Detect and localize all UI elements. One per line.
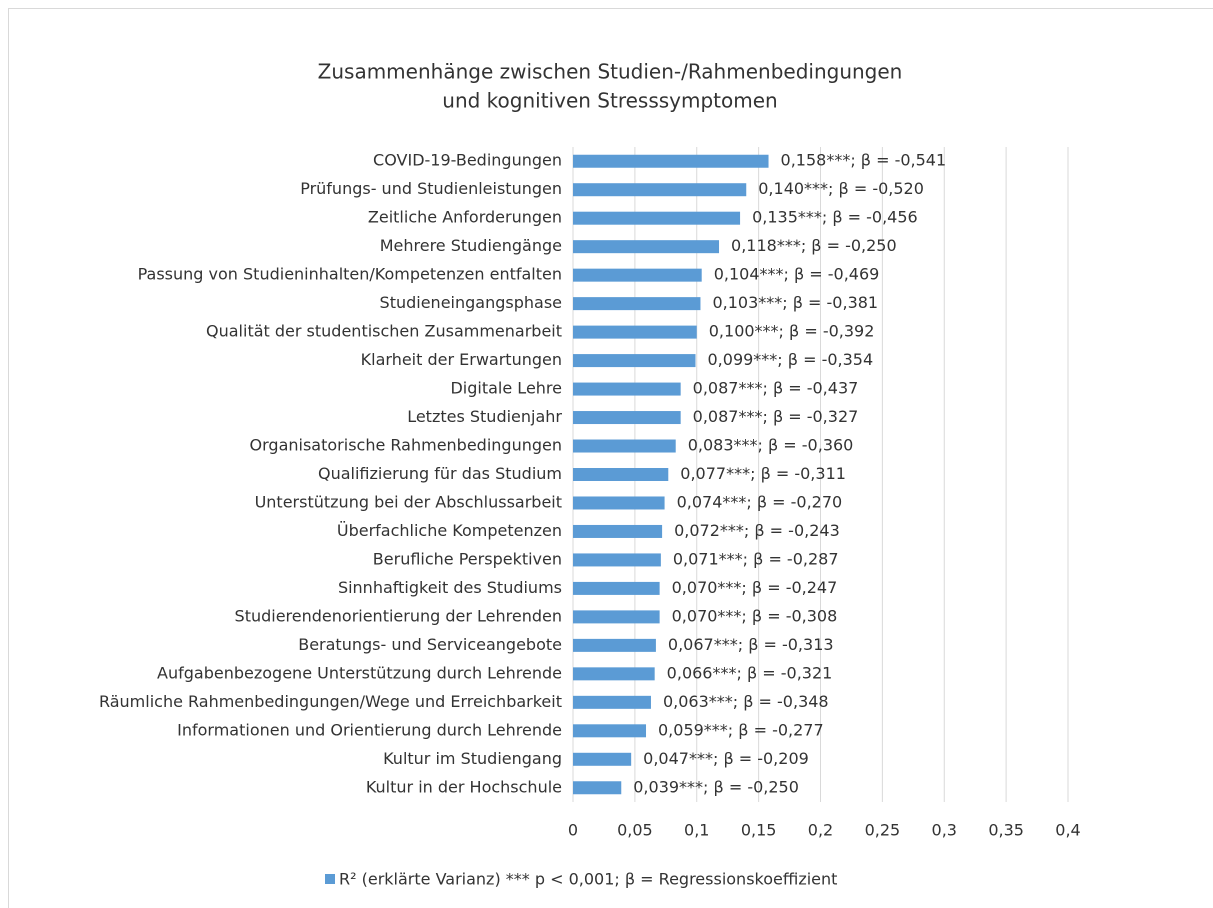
data-label: 0,099***; β = -0,354 <box>708 350 874 369</box>
y-tick-label: Sinnhaftigkeit des Studiums <box>338 578 562 597</box>
y-tick-label: Qualifizierung für das Studium <box>318 464 562 483</box>
y-tick-label: Prüfungs- und Studienleistungen <box>300 179 562 198</box>
bar <box>573 581 660 595</box>
bar <box>573 667 655 681</box>
y-tick-label: Letztes Studienjahr <box>407 407 562 426</box>
data-label: 0,063***; β = -0,348 <box>663 692 829 711</box>
data-label: 0,100***; β = -0,392 <box>709 322 875 341</box>
y-tick-label: Kultur in der Hochschule <box>366 777 562 796</box>
data-label: 0,087***; β = -0,327 <box>693 407 859 426</box>
bar <box>573 468 669 481</box>
x-tick-label: 0,4 <box>1055 821 1080 840</box>
x-tick-label: 0 <box>568 821 578 840</box>
x-tick-label: 0,15 <box>741 821 777 840</box>
bar <box>573 695 651 709</box>
data-label: 0,071***; β = -0,287 <box>673 549 839 568</box>
bar <box>573 553 661 567</box>
data-label: 0,118***; β = -0,250 <box>731 236 897 255</box>
bar <box>573 325 697 339</box>
y-tick-label: Passung von Studieninhalten/Kompetenzen … <box>138 265 562 284</box>
y-tick-label: Zeitliche Anforderungen <box>368 208 562 227</box>
y-tick-label: Überfachliche Kompetenzen <box>337 521 562 540</box>
y-tick-label: Räumliche Rahmenbedingungen/Wege und Err… <box>99 692 562 711</box>
data-label: 0,070***; β = -0,308 <box>672 606 838 625</box>
legend-label: R² (erklärte Varianz) *** p < 0,001; β =… <box>339 870 837 889</box>
bar <box>573 781 622 795</box>
bar <box>573 268 702 282</box>
bar <box>573 183 747 197</box>
data-label: 0,074***; β = -0,270 <box>677 492 843 511</box>
y-tick-label: Beratungs- und Serviceangebote <box>298 635 562 654</box>
data-label: 0,067***; β = -0,313 <box>668 635 834 654</box>
data-label: 0,135***; β = -0,456 <box>752 208 918 227</box>
chart-title: Zusammenhänge zwischen Studien-/Rahmenbe… <box>318 60 903 84</box>
data-label: 0,072***; β = -0,243 <box>674 521 840 540</box>
y-tick-label: Aufgabenbezogene Unterstützung durch Leh… <box>157 663 562 682</box>
y-tick-label: Berufliche Perspektiven <box>373 549 562 568</box>
bar <box>573 610 660 624</box>
chart-title: und kognitiven Stresssymptomen <box>442 89 777 113</box>
data-label: 0,158***; β = -0,541 <box>781 151 947 170</box>
data-label: 0,066***; β = -0,321 <box>667 663 833 682</box>
bar <box>573 411 681 425</box>
bar <box>573 524 663 538</box>
bar <box>573 638 656 652</box>
data-label: 0,104***; β = -0,469 <box>714 265 880 284</box>
y-tick-label: Digitale Lehre <box>450 379 562 398</box>
y-tick-label: Studierendenorientierung der Lehrenden <box>235 606 562 625</box>
data-label: 0,140***; β = -0,520 <box>758 179 924 198</box>
y-tick-label: COVID-19-Bedingungen <box>373 151 562 170</box>
data-label: 0,083***; β = -0,360 <box>688 436 854 455</box>
bar <box>573 382 681 396</box>
x-tick-label: 0,1 <box>684 821 709 840</box>
y-tick-label: Informationen und Orientierung durch Leh… <box>177 720 562 739</box>
bar <box>573 724 647 738</box>
y-tick-label: Qualität der studentischen Zusammenarbei… <box>206 322 562 341</box>
bar <box>573 297 701 311</box>
x-tick-label: 0,2 <box>808 821 833 840</box>
y-tick-label: Unterstützung bei der Abschlussarbeit <box>255 492 562 511</box>
y-tick-label: Studieneingangsphase <box>380 293 562 312</box>
data-label: 0,087***; β = -0,437 <box>693 379 859 398</box>
bar <box>573 154 769 168</box>
data-label: 0,047***; β = -0,209 <box>643 749 809 768</box>
bar <box>573 211 741 225</box>
x-tick-label: 0,35 <box>988 821 1024 840</box>
bar <box>573 496 665 510</box>
bar <box>573 439 676 453</box>
y-tick-label: Klarheit der Erwartungen <box>361 350 562 369</box>
y-tick-label: Organisatorische Rahmenbedingungen <box>250 436 562 455</box>
bar <box>573 240 720 254</box>
x-tick-label: 0,05 <box>617 821 653 840</box>
data-label: 0,039***; β = -0,250 <box>633 777 799 796</box>
x-tick-label: 0,25 <box>865 821 901 840</box>
data-label: 0,070***; β = -0,247 <box>672 578 838 597</box>
bar <box>573 752 632 766</box>
chart-border <box>8 8 1213 908</box>
data-label: 0,059***; β = -0,277 <box>658 720 824 739</box>
x-tick-label: 0,3 <box>932 821 957 840</box>
y-tick-label: Mehrere Studiengänge <box>380 236 562 255</box>
legend-swatch <box>325 874 335 884</box>
bar <box>573 354 696 368</box>
data-label: 0,103***; β = -0,381 <box>712 293 878 312</box>
data-label: 0,077***; β = -0,311 <box>680 464 846 483</box>
y-tick-label: Kultur im Studiengang <box>383 749 562 768</box>
